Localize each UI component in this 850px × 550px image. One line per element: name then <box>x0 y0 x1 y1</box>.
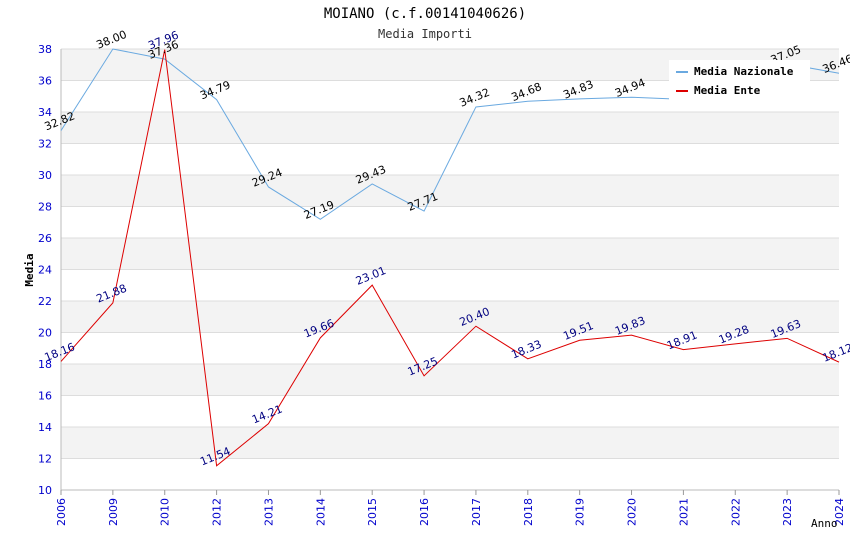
x-tick-label: 2024 <box>833 498 846 526</box>
grid-lines <box>60 48 839 491</box>
grid-band <box>61 269 839 301</box>
x-tick-label: 2013 <box>262 498 275 526</box>
x-tick-label: 2012 <box>211 498 224 526</box>
legend: Media Nazionale Media Ente <box>669 60 810 102</box>
series-line-media-ente <box>60 49 840 467</box>
x-tick-label: 2006 <box>55 498 68 526</box>
x-tick-label: 2016 <box>418 498 431 526</box>
y-tick-label: 24 <box>38 264 52 277</box>
y-tick-label: 22 <box>38 295 52 308</box>
y-tick-label: 36 <box>38 75 52 88</box>
y-tick-label: 12 <box>38 453 52 466</box>
y-tick-label: 10 <box>38 484 52 497</box>
data-label: 38.00 <box>95 28 129 52</box>
grid-band <box>61 112 839 144</box>
grid-band <box>61 395 839 427</box>
grid-bands <box>61 49 839 490</box>
y-tick-label: 26 <box>38 232 52 245</box>
y-tick-label: 30 <box>38 169 52 182</box>
x-tick-label: 2009 <box>107 498 120 526</box>
y-axis-ticks: 10 12 14 16 18 20 22 24 26 28 30 32 34 36 38 <box>38 43 52 497</box>
y-tick-label: 18 <box>38 358 52 371</box>
x-tick-label: 2014 <box>314 498 327 526</box>
y-axis-label: Media <box>23 253 36 286</box>
legend-label-ente: Media Ente <box>694 84 761 97</box>
x-tick-label: 2015 <box>366 498 379 526</box>
grid-band <box>61 427 839 459</box>
x-tick-label: 2021 <box>677 498 690 526</box>
y-tick-label: 34 <box>38 106 52 119</box>
legend-box <box>669 60 810 102</box>
x-tick-label: 2018 <box>522 498 535 526</box>
grid-band <box>61 301 839 333</box>
grid-band <box>61 332 839 364</box>
y-tick-label: 16 <box>38 390 52 403</box>
y-tick-label: 28 <box>38 201 52 214</box>
x-axis-ticks: 2006 2009 2010 2012 2013 2014 2015 2016 2017 2018… <box>55 490 846 526</box>
grid-band <box>61 364 839 396</box>
y-tick-label: 20 <box>38 327 52 340</box>
grid-band <box>61 175 839 207</box>
x-tick-label: 2010 <box>159 498 172 526</box>
legend-label-nazionale: Media Nazionale <box>694 65 794 78</box>
x-tick-label: 2017 <box>470 498 483 526</box>
x-tick-label: 2023 <box>781 498 794 526</box>
y-tick-label: 14 <box>38 421 52 434</box>
x-axis-label: Anno <box>811 517 838 530</box>
chart-subtitle: Media Importi <box>378 27 472 41</box>
grid-band <box>61 206 839 238</box>
chart-title: MOIANO (c.f.00141040626) <box>323 6 527 22</box>
x-tick-label: 2020 <box>626 498 639 526</box>
grid-band <box>61 458 839 490</box>
x-tick-label: 2022 <box>729 498 742 526</box>
y-tick-label: 38 <box>38 43 52 56</box>
x-tick-label: 2019 <box>574 498 587 526</box>
grid-band <box>61 238 839 270</box>
y-tick-label: 32 <box>38 138 52 151</box>
